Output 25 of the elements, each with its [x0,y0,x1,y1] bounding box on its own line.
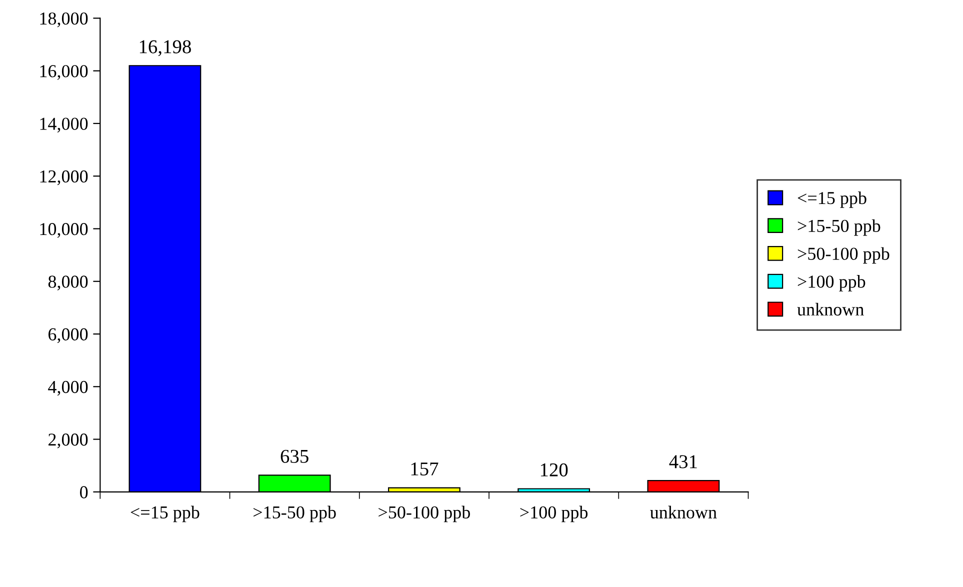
legend-label: unknown [797,302,864,316]
y-tick-label: 10,000 [40,222,88,238]
y-tick-label: 16,000 [40,65,88,80]
data-label: 635 [280,450,308,463]
y-tick-label: 18,000 [40,12,88,28]
y-tick-label: 0 [80,486,88,498]
data-label: 157 [411,462,438,476]
legend-label: >15-50 ppb [798,219,880,236]
y-tick-label: 8,000 [48,276,88,290]
legend-label: >100 ppb [798,275,866,292]
x-tick-label: >100 ppb [520,506,588,522]
y-tick-label: 4,000 [48,380,88,396]
x-tick-label: >15-50 ppb [254,506,336,522]
y-tick-label: 2,000 [48,434,88,448]
x-tick-label: <=15 ppb [130,506,200,522]
legend-label: >50-100 ppb [798,247,890,264]
data-label: 431 [669,455,697,468]
data-label: 120 [540,463,568,476]
y-tick-label: 14,000 [40,118,88,133]
y-tick-label: 12,000 [40,170,88,186]
legend-label: <=15 ppb [798,191,866,208]
data-label: 16,198 [140,40,191,56]
y-tick-label: 6,000 [48,328,88,344]
x-tick-label: unknown [650,506,717,518]
x-tick-label: >50-100 ppb [378,506,470,522]
